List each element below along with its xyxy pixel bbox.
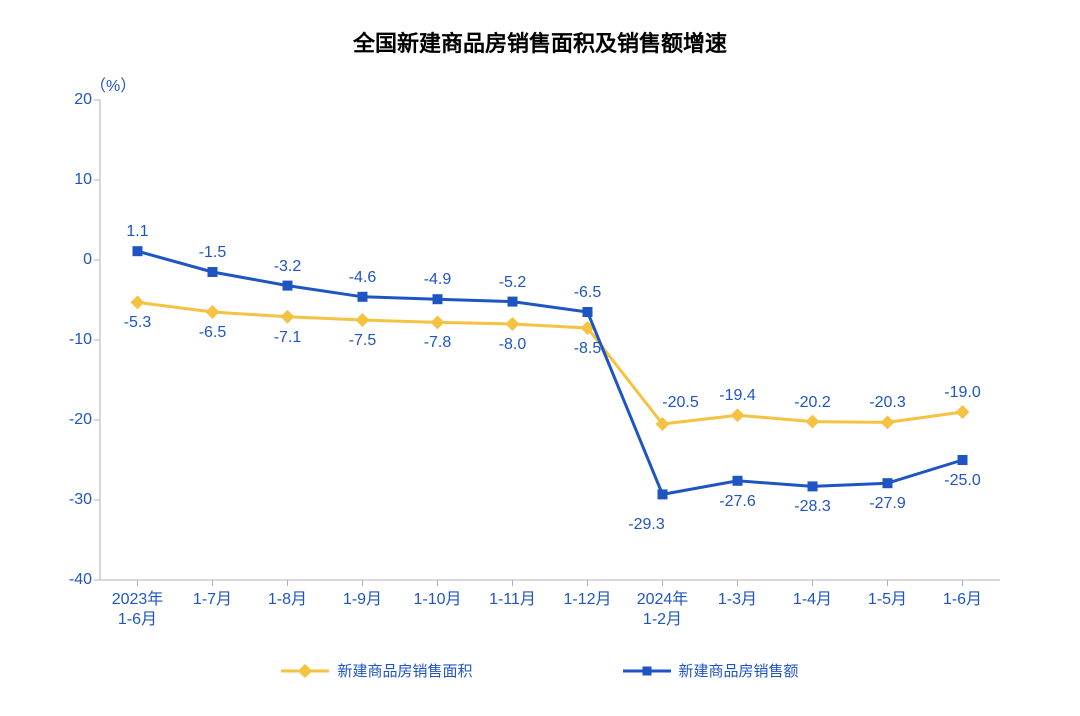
data-label: -8.0 <box>483 336 543 354</box>
legend-label: 新建商品房销售额 <box>679 660 799 681</box>
data-label: -20.5 <box>651 394 711 412</box>
data-label: -20.2 <box>783 394 843 412</box>
y-tick-label: 10 <box>42 171 92 189</box>
data-label: -7.5 <box>333 332 393 350</box>
y-tick-label: 0 <box>42 251 92 269</box>
x-tick-label: 1-12月 <box>548 590 628 610</box>
data-label: 1.1 <box>108 223 168 241</box>
y-tick-label: -30 <box>42 491 92 509</box>
x-tick-label: 1-10月 <box>398 590 478 610</box>
x-tick-label: 1-11月 <box>473 590 553 610</box>
legend-item: 新建商品房销售面积 <box>281 660 472 681</box>
legend-swatch <box>281 665 329 677</box>
x-tick-label: 1-7月 <box>173 590 253 610</box>
data-label: -3.2 <box>258 258 318 276</box>
data-label: -8.5 <box>558 340 618 358</box>
chart-container: 全国新建商品房销售面积及销售额增速 （%） 20100-10-20-30-402… <box>0 0 1080 716</box>
data-label: -25.0 <box>933 472 993 490</box>
x-tick-label: 1-8月 <box>248 590 328 610</box>
data-label: -6.5 <box>183 324 243 342</box>
data-label: -7.8 <box>408 334 468 352</box>
data-label: -19.4 <box>708 387 768 405</box>
data-label: -4.6 <box>333 269 393 287</box>
y-tick-label: -40 <box>42 571 92 589</box>
data-label: -27.9 <box>858 495 918 513</box>
y-tick-label: -10 <box>42 331 92 349</box>
y-tick-label: 20 <box>42 91 92 109</box>
y-tick-label: -20 <box>42 411 92 429</box>
legend-item: 新建商品房销售额 <box>623 660 799 681</box>
x-tick-label: 1-4月 <box>773 590 853 610</box>
legend-label: 新建商品房销售面积 <box>337 660 472 681</box>
x-tick-label: 1-6月 <box>923 590 1003 610</box>
data-label: -29.3 <box>617 516 677 534</box>
x-tick-label: 2023年 1-6月 <box>98 590 178 630</box>
data-label: -27.6 <box>708 493 768 511</box>
x-tick-label: 1-5月 <box>848 590 928 610</box>
x-tick-label: 1-3月 <box>698 590 778 610</box>
legend-swatch <box>623 665 671 677</box>
x-tick-label: 2024年 1-2月 <box>623 590 703 630</box>
data-label: -5.3 <box>108 314 168 332</box>
data-label: -5.2 <box>483 274 543 292</box>
data-label: -20.3 <box>858 394 918 412</box>
x-tick-label: 1-9月 <box>323 590 403 610</box>
data-label: -19.0 <box>933 384 993 402</box>
data-label: -28.3 <box>783 498 843 516</box>
data-label: -1.5 <box>183 244 243 262</box>
data-label: -7.1 <box>258 329 318 347</box>
data-label: -6.5 <box>558 284 618 302</box>
data-label: -4.9 <box>408 271 468 289</box>
